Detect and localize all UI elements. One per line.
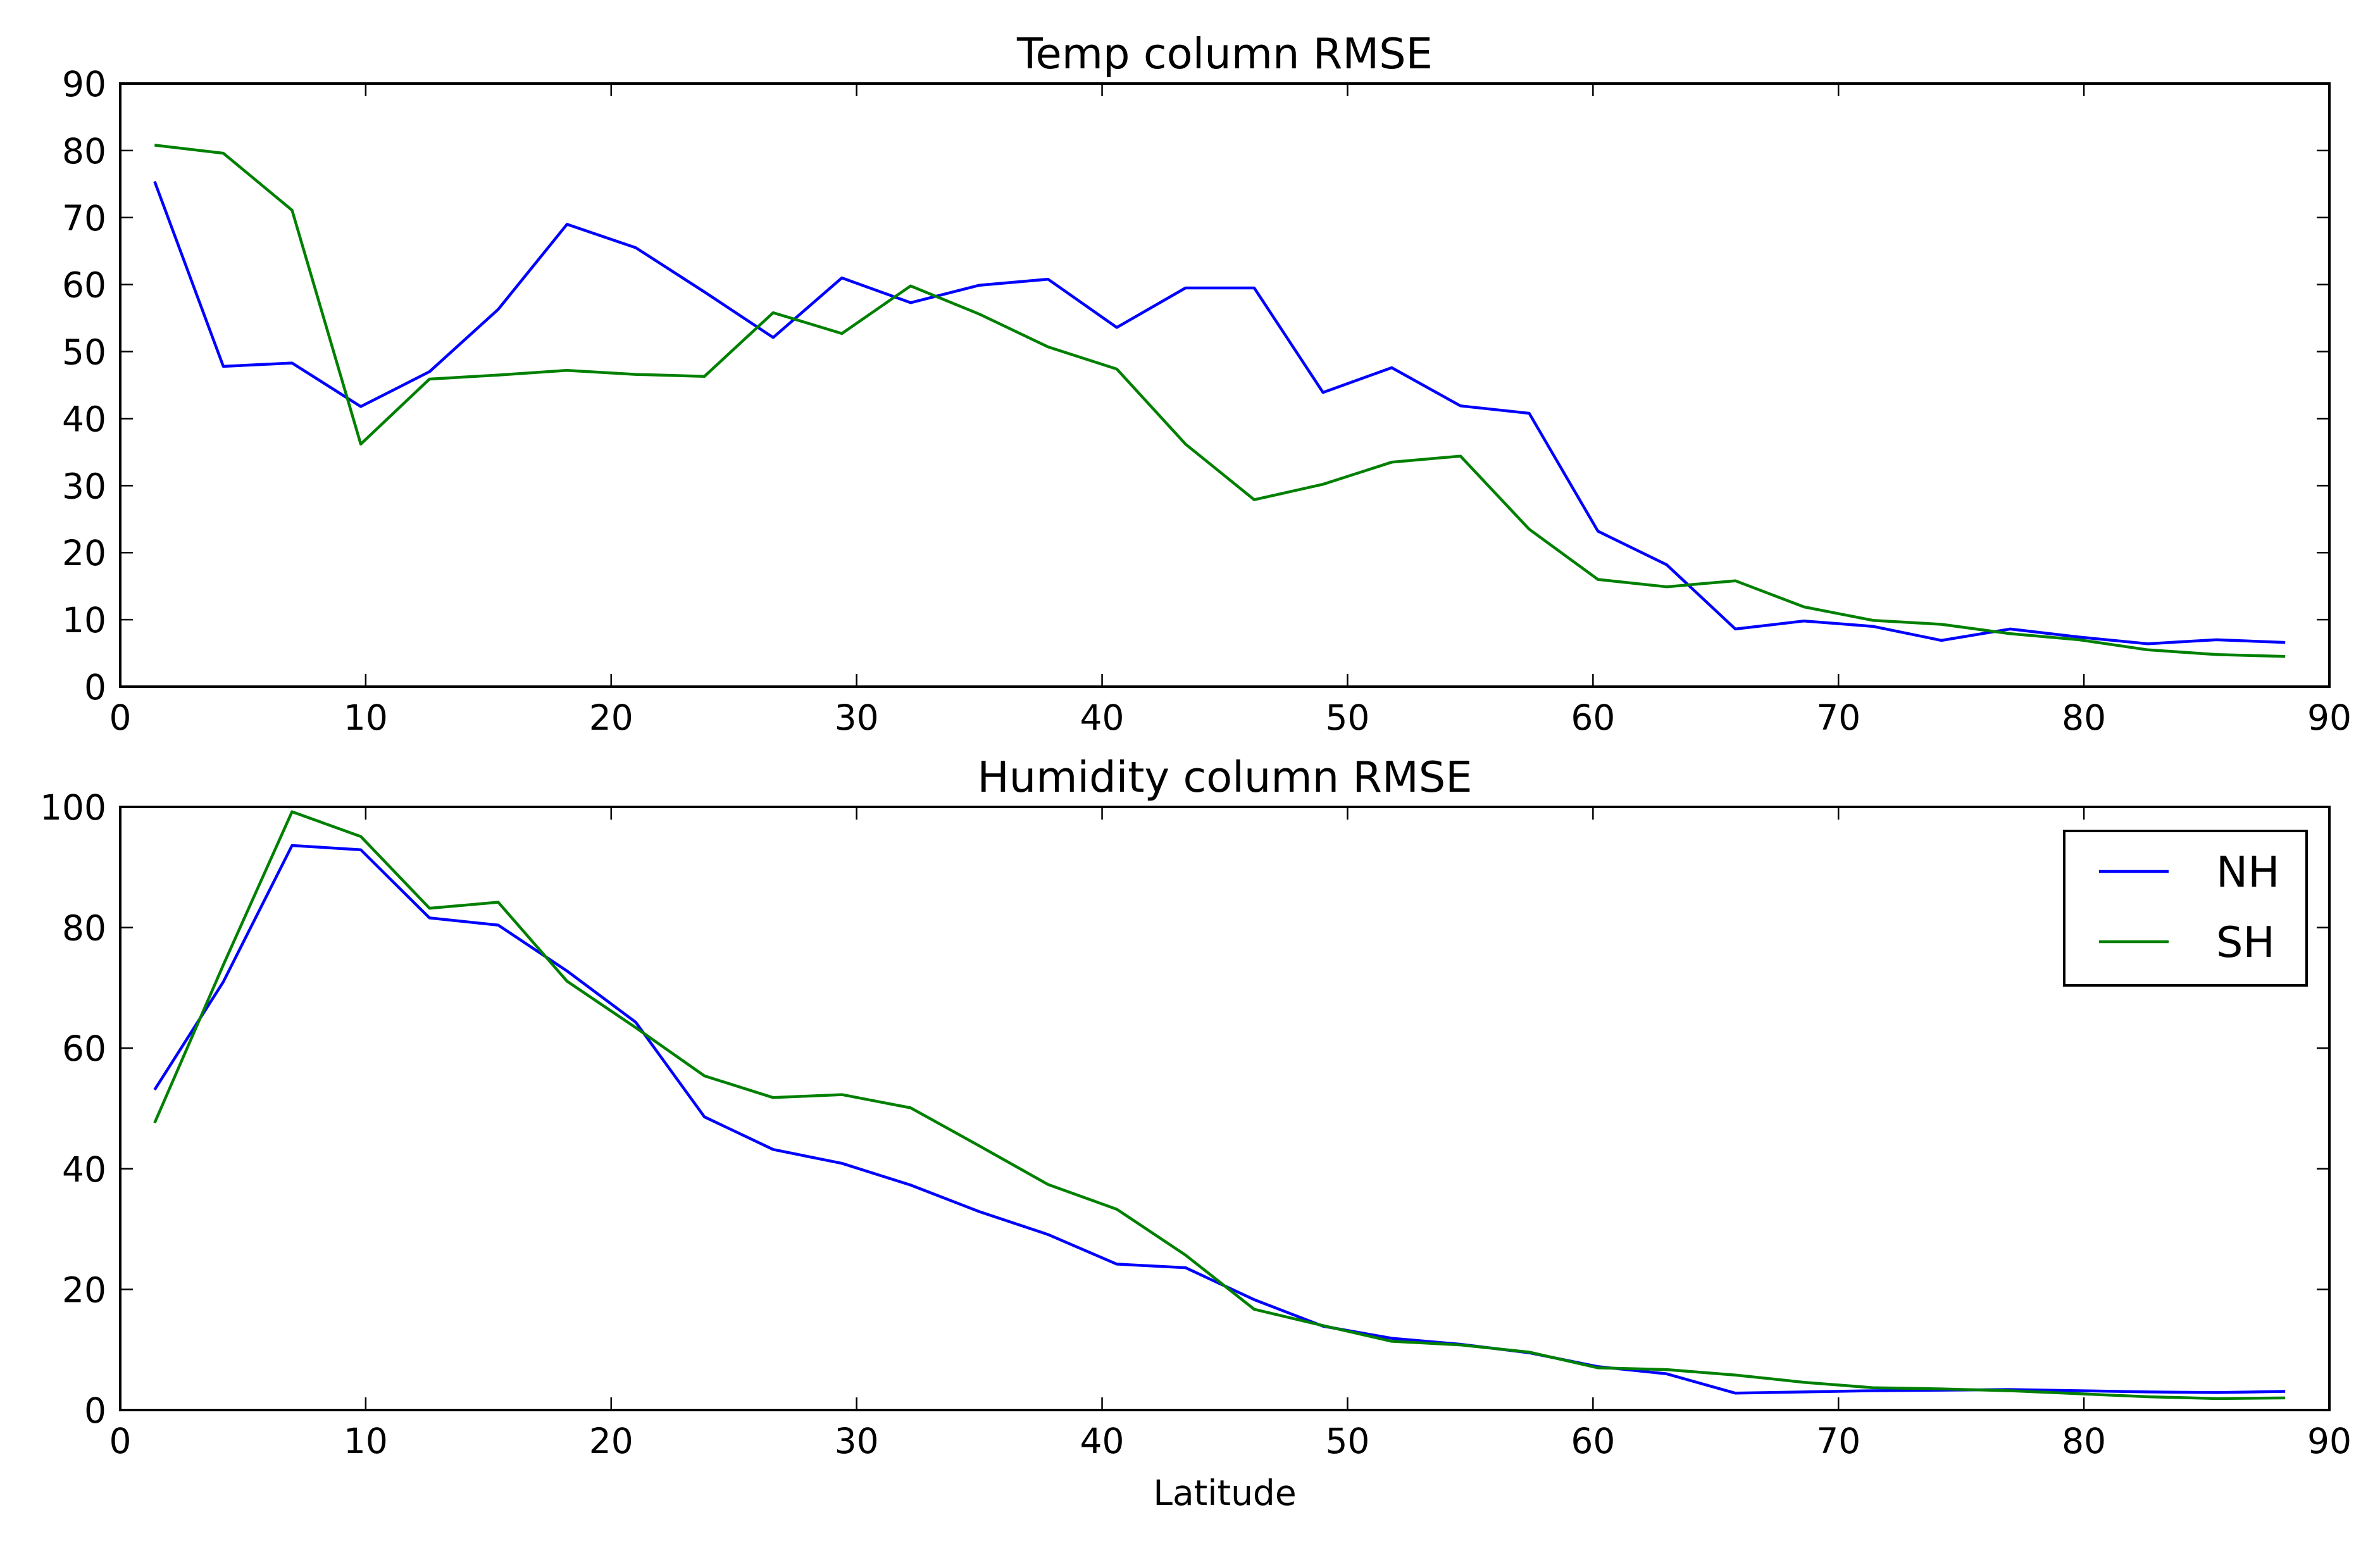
y-tick-label: 40	[62, 399, 106, 439]
x-tick-label: 90	[2307, 697, 2352, 738]
x-tick-label: 70	[1816, 1421, 1860, 1461]
x-tick-label: 20	[589, 697, 633, 738]
y-tick-label: 100	[40, 787, 106, 828]
x-tick-label: 0	[109, 1421, 132, 1461]
y-tick-label: 80	[62, 908, 106, 949]
y-tick-label: 70	[62, 198, 106, 239]
y-tick-label: 90	[62, 64, 106, 104]
y-tick-label: 80	[62, 131, 106, 172]
x-tick-label: 50	[1325, 1421, 1369, 1461]
x-tick-label: 40	[1080, 697, 1125, 738]
x-tick-label: 20	[589, 1421, 633, 1461]
axes-frame	[119, 806, 2331, 1411]
legend-label-sh: SH	[2216, 918, 2275, 967]
y-tick-label: 60	[62, 1028, 106, 1069]
temp-rmse-panel: Temp column RMSE 0 10 20 30 40 50 60 70 80 90 0 10 20…	[62, 29, 2352, 738]
legend-label-nh: NH	[2216, 847, 2280, 897]
chart-title: Humidity column RMSE	[977, 752, 1472, 802]
legend-frame	[2063, 830, 2308, 987]
y-tick-label: 20	[62, 533, 106, 573]
y-tick-label: 50	[62, 332, 106, 373]
axes-frame	[119, 82, 2331, 688]
x-tick-label: 30	[835, 1421, 879, 1461]
y-tick-label: 60	[62, 265, 106, 306]
y-tick-label: 30	[62, 466, 106, 506]
x-tick-label: 60	[1571, 697, 1615, 738]
x-tick-label: 80	[2062, 697, 2106, 738]
chart-title: Temp column RMSE	[1016, 29, 1433, 78]
x-tick-label: 30	[835, 697, 879, 738]
x-tick-label: 70	[1816, 697, 1860, 738]
y-tick-label: 0	[84, 1390, 106, 1431]
x-tick-label: 90	[2307, 1421, 2352, 1461]
x-axis-label: Latitude	[1153, 1473, 1296, 1513]
series-line-nh	[153, 180, 2286, 646]
y-tick-label: 10	[62, 600, 106, 640]
x-tick-label: 10	[344, 1421, 388, 1461]
x-tick-label: 0	[109, 697, 132, 738]
x-tick-label: 60	[1571, 1421, 1615, 1461]
y-tick-label: 20	[62, 1270, 106, 1310]
y-tick-label: 40	[62, 1149, 106, 1190]
humidity-rmse-panel: Humidity column RMSE 0 10 20 30 40 50 60 70 80 90 0…	[40, 752, 2352, 1513]
legend: NH SH	[2063, 830, 2308, 987]
series-line-nh	[153, 844, 2286, 1395]
x-tick-label: 50	[1325, 697, 1369, 738]
x-tick-label: 80	[2062, 1421, 2106, 1461]
x-tick-label: 10	[344, 697, 388, 738]
series-line-sh	[154, 144, 2286, 658]
x-tick-label: 40	[1080, 1421, 1125, 1461]
series-line-sh	[153, 810, 2286, 1401]
y-tick-label: 0	[84, 667, 106, 708]
